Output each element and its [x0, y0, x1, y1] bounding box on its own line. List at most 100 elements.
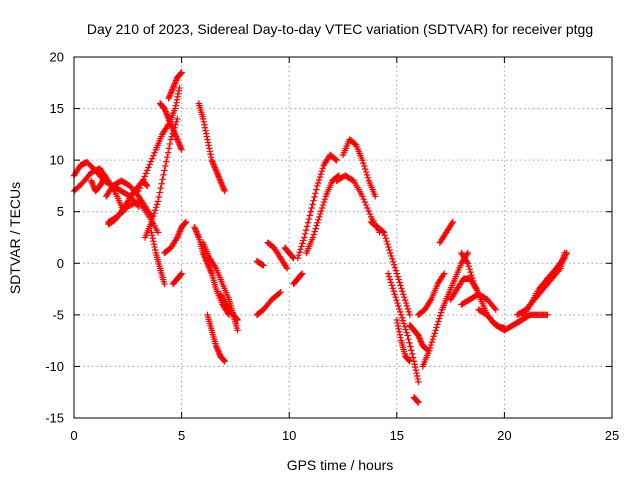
data-point — [164, 112, 171, 120]
series-track-03 — [88, 175, 108, 195]
data-point — [305, 215, 313, 223]
data-point — [89, 181, 97, 189]
grid — [74, 57, 612, 418]
data-point — [214, 347, 222, 354]
data-point — [212, 165, 219, 173]
data-point — [176, 142, 183, 149]
data-point — [200, 251, 207, 258]
data-point — [398, 285, 405, 292]
data-point — [427, 297, 434, 305]
data-point — [214, 171, 222, 179]
data-point — [151, 243, 158, 251]
series-track-20 — [253, 258, 267, 269]
data-point — [308, 204, 315, 212]
data-point — [182, 218, 190, 226]
data-point — [396, 328, 403, 336]
data-point — [154, 229, 162, 236]
series-track-28 — [367, 218, 413, 319]
data-point — [167, 136, 175, 143]
data-point — [163, 158, 170, 165]
series-track-30 — [393, 316, 413, 365]
series-track-38 — [458, 291, 499, 313]
data-point — [391, 264, 399, 271]
data-point — [218, 181, 226, 189]
data-point — [317, 170, 325, 178]
data-point — [140, 176, 147, 183]
data-point — [314, 179, 322, 187]
y-tick-label: 5 — [57, 204, 64, 219]
data-point — [137, 181, 145, 189]
data-point — [394, 273, 401, 280]
data-point — [312, 190, 319, 197]
data-point — [415, 332, 422, 339]
data-point — [172, 78, 179, 86]
data-point — [434, 321, 441, 328]
data-point — [177, 143, 184, 151]
data-point — [402, 299, 410, 307]
data-point — [332, 156, 339, 163]
data-point — [175, 90, 182, 98]
data-point — [388, 282, 396, 289]
data-point — [174, 115, 181, 123]
data-point — [206, 148, 214, 155]
data-point — [393, 316, 400, 324]
data-point — [362, 168, 370, 176]
data-point — [199, 249, 207, 257]
data-point — [203, 258, 211, 266]
data-point — [166, 117, 173, 124]
data-point — [405, 357, 413, 364]
data-point — [173, 99, 180, 106]
data-point — [411, 361, 418, 368]
data-point — [406, 358, 413, 365]
data-points — [70, 69, 571, 406]
data-point — [206, 264, 213, 271]
data-point — [318, 204, 326, 212]
data-point — [385, 273, 393, 280]
series-track-25 — [303, 172, 342, 257]
data-point — [435, 318, 442, 325]
series-track-29 — [384, 270, 422, 386]
data-point — [428, 338, 436, 346]
data-point — [88, 179, 96, 186]
data-point — [384, 240, 391, 248]
data-point — [151, 246, 159, 254]
data-point — [143, 167, 151, 174]
data-point — [162, 108, 169, 115]
data-point — [233, 315, 240, 322]
data-point — [151, 207, 159, 214]
data-point — [401, 323, 408, 330]
data-point — [166, 93, 173, 100]
data-point — [174, 136, 181, 143]
data-point — [395, 325, 402, 333]
data-point — [213, 344, 220, 351]
data-point — [169, 84, 177, 92]
series-track-07 — [135, 84, 183, 195]
data-point — [173, 134, 180, 142]
data-point — [192, 226, 199, 234]
data-point — [212, 167, 220, 174]
data-point — [164, 114, 172, 121]
data-point — [200, 118, 207, 126]
data-point — [295, 251, 302, 259]
data-point — [399, 317, 407, 324]
data-point — [161, 167, 168, 174]
data-point — [359, 156, 366, 164]
data-point — [152, 204, 160, 211]
data-point — [167, 89, 175, 96]
series-track-22 — [281, 244, 297, 262]
data-point — [165, 145, 173, 152]
data-point — [406, 339, 413, 347]
data-point — [298, 271, 305, 278]
data-point — [315, 216, 322, 224]
data-point — [383, 237, 390, 245]
data-point — [100, 175, 108, 182]
data-point — [157, 184, 164, 192]
data-point — [161, 105, 168, 112]
data-point — [143, 181, 150, 189]
data-point — [177, 70, 185, 77]
data-point — [315, 176, 323, 184]
data-point — [177, 271, 185, 278]
data-point — [171, 105, 179, 112]
data-point — [175, 231, 182, 238]
